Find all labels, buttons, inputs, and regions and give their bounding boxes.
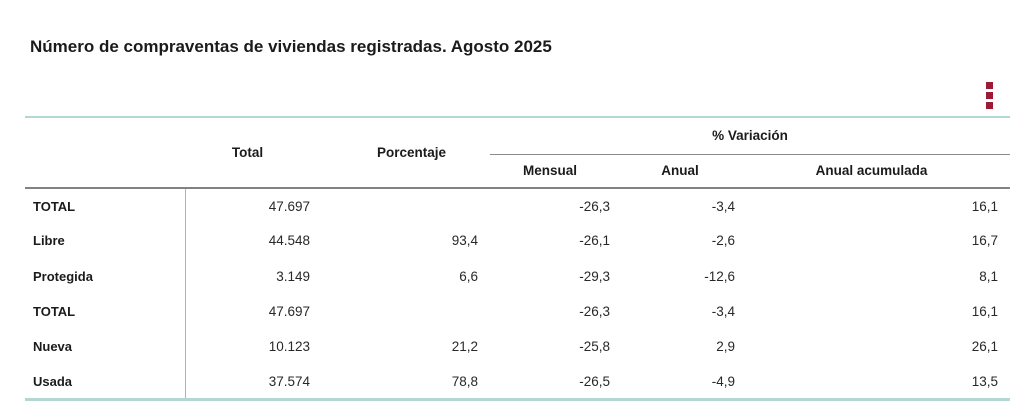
cell-mensual: -29,3: [579, 268, 610, 284]
data-table-container: Total Porcentaje % Variación Mensual Anu…: [25, 116, 1010, 402]
table-row: TOTAL 47.697 -26,3 -3,4 16,1: [25, 188, 1010, 224]
cell-porcentaje: [345, 188, 490, 223]
cell-anual: -3,4: [711, 198, 735, 214]
column-header-porcentaje: Porcentaje: [345, 117, 490, 189]
cell-anual: -2,6: [711, 233, 735, 249]
row-label: Nueva: [33, 339, 73, 355]
cell-porcentaje: [345, 294, 490, 329]
cell-mensual: -26,3: [579, 198, 610, 214]
kebab-dot: [986, 102, 993, 109]
cell-anual-acumulada: 16,7: [971, 233, 998, 249]
table-header: Total Porcentaje % Variación Mensual Anu…: [25, 117, 1010, 189]
cell-porcentaje: 21,2: [451, 339, 478, 355]
table-body: TOTAL 47.697 -26,3 -3,4 16,1 Libre 44.54…: [25, 188, 1010, 400]
column-header-mensual: Mensual: [490, 154, 625, 189]
data-table: Total Porcentaje % Variación Mensual Anu…: [25, 116, 1010, 402]
cell-total: 37.574: [184, 364, 345, 400]
kebab-menu-icon[interactable]: [986, 82, 993, 109]
cell-mensual: -25,8: [579, 339, 610, 355]
page-title: Número de compraventas de viviendas regi…: [30, 37, 552, 57]
cell-anual-acumulada: 8,1: [979, 268, 998, 284]
table-row: Libre 44.548 93,4 -26,1 -2,6 16,7: [25, 223, 1010, 259]
cell-anual: 2,9: [716, 339, 735, 355]
table-row: TOTAL 47.697 -26,3 -3,4 16,1: [25, 293, 1010, 330]
cell-anual-acumulada: 16,1: [971, 304, 998, 320]
cell-mensual: -26,1: [579, 233, 610, 249]
row-label: TOTAL: [33, 304, 76, 320]
cell-total: 3.149: [184, 258, 345, 294]
cell-total: 10.123: [184, 329, 345, 365]
cell-anual-acumulada: 13,5: [971, 374, 998, 390]
column-header-anual: Anual: [625, 154, 745, 189]
row-label: Protegida: [33, 268, 93, 284]
table-row: Nueva 10.123 21,2 -25,8 2,9 26,1: [25, 329, 1010, 365]
table-row: Usada 37.574 78,8 -26,5 -4,9 13,5: [25, 364, 1010, 400]
cell-mensual: -26,3: [579, 304, 610, 320]
cell-anual: -3,4: [711, 304, 735, 320]
column-header-total: Total: [185, 117, 345, 189]
cell-total: 47.697: [184, 293, 345, 330]
cell-anual: -4,9: [711, 374, 735, 390]
row-label: Usada: [33, 374, 73, 390]
kebab-dot: [986, 92, 993, 99]
cell-anual-acumulada: 26,1: [971, 339, 998, 355]
cell-porcentaje: 93,4: [451, 233, 478, 249]
cell-total: 47.697: [184, 188, 345, 224]
cell-mensual: -26,5: [579, 374, 610, 390]
cell-porcentaje: 78,8: [451, 374, 478, 390]
cell-anual: -12,6: [704, 268, 735, 284]
row-label: TOTAL: [33, 198, 76, 214]
cell-total: 44.548: [184, 223, 345, 259]
row-label-header: [25, 117, 185, 189]
column-header-anual-acumulada: Anual acumulada: [745, 154, 1010, 189]
column-group-header-variacion: % Variación: [490, 117, 1010, 155]
kebab-dot: [986, 82, 993, 89]
table-row: Protegida 3.149 6,6 -29,3 -12,6 8,1: [25, 258, 1010, 294]
row-label: Libre: [33, 233, 65, 249]
cell-porcentaje: 6,6: [459, 268, 478, 284]
cell-anual-acumulada: 16,1: [971, 198, 998, 214]
